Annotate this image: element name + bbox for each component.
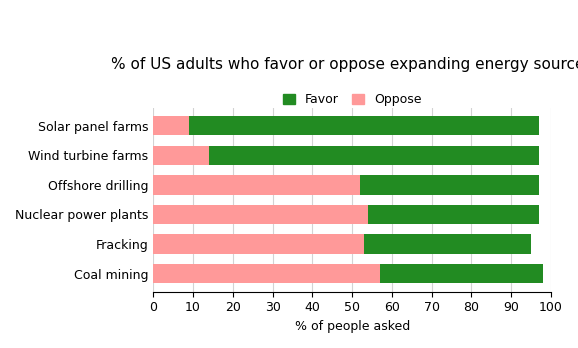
- Bar: [368, 205, 539, 224]
- Bar: [153, 175, 360, 195]
- Bar: [153, 264, 380, 283]
- Bar: [153, 235, 364, 254]
- Bar: [153, 116, 189, 135]
- Bar: [153, 145, 209, 165]
- Bar: [189, 116, 539, 135]
- Bar: [380, 264, 543, 283]
- Bar: [209, 145, 539, 165]
- Bar: [153, 205, 368, 224]
- Legend: Favor, Oppose: Favor, Oppose: [277, 88, 427, 111]
- Title: % of US adults who favor or oppose expanding energy sources: % of US adults who favor or oppose expan…: [112, 57, 578, 72]
- X-axis label: % of people asked: % of people asked: [295, 320, 410, 333]
- Bar: [360, 175, 539, 195]
- Bar: [364, 235, 531, 254]
